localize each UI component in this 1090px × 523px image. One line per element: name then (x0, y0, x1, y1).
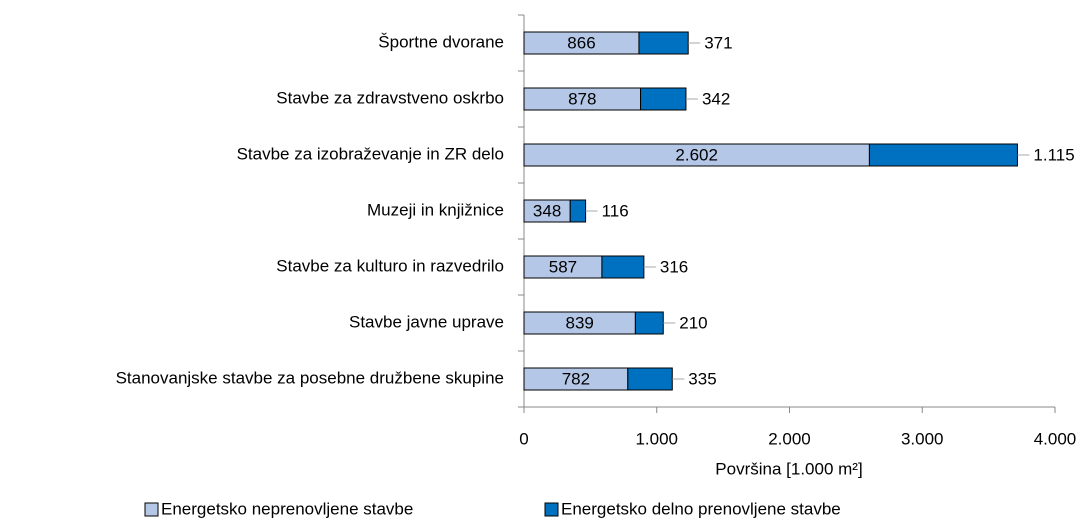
data-label: 210 (679, 313, 707, 332)
data-label: 839 (566, 313, 594, 332)
data-label: 316 (660, 257, 688, 276)
x-tick-label: 3.000 (901, 429, 944, 448)
y-tick-label: Muzeji in knjižnice (367, 200, 504, 219)
x-axis-title: Površina [1.000 m²] (715, 459, 862, 478)
data-label: 348 (533, 201, 561, 220)
legend-label: Energetsko delno prenovljene stavbe (561, 499, 841, 518)
legend-swatch (544, 502, 559, 517)
data-label: 878 (568, 89, 596, 108)
bar-segment (569, 199, 587, 223)
data-label: 116 (602, 201, 629, 220)
x-tick-label: 2.000 (768, 429, 811, 448)
data-label: 342 (702, 89, 730, 108)
bar-segment (634, 311, 664, 335)
data-label: 335 (688, 369, 716, 388)
data-label: 2.602 (675, 145, 718, 164)
y-tick-label: Stavbe javne uprave (349, 312, 504, 331)
data-label: 371 (704, 33, 732, 52)
bar-segment (640, 87, 687, 111)
bar-segment (627, 367, 673, 391)
y-tick-label: Stavbe za izobraževanje in ZR delo (237, 144, 504, 163)
legend-swatch (144, 502, 159, 517)
x-tick-label: 1.000 (635, 429, 678, 448)
y-tick-label: Športne dvorane (378, 32, 504, 51)
data-label: 782 (562, 369, 590, 388)
data-label: 866 (567, 33, 595, 52)
data-label: 587 (549, 257, 577, 276)
y-tick-label: Stavbe za zdravstveno oskrbo (276, 88, 504, 107)
data-label: 1.115 (1033, 145, 1074, 164)
y-tick-label: Stavbe za kulturo in razvedrilo (276, 256, 504, 275)
bar-segment (601, 255, 645, 279)
legend-label: Energetsko neprenovljene stavbe (161, 499, 413, 518)
x-tick-label: 4.000 (1034, 429, 1077, 448)
y-tick-label: Stanovanjske stavbe za posebne družbene … (116, 368, 504, 387)
bar-segment (868, 143, 1018, 167)
bar-segment (638, 31, 689, 55)
x-tick-label: 0 (519, 429, 528, 448)
